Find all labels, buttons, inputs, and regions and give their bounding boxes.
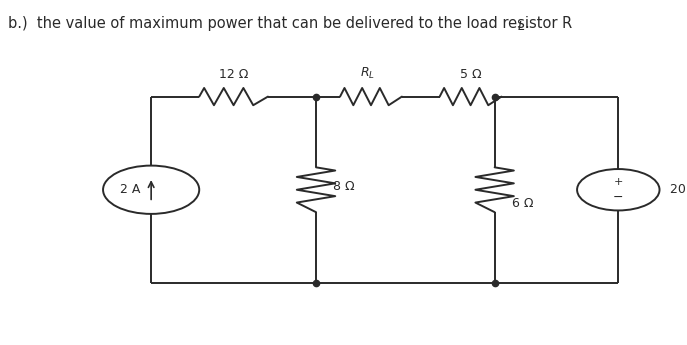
Text: 2 A: 2 A <box>120 183 141 196</box>
Text: −: − <box>613 191 624 204</box>
Text: 20 V: 20 V <box>670 183 687 196</box>
Text: 5 Ω: 5 Ω <box>460 68 482 81</box>
Text: $R_L$: $R_L$ <box>360 66 375 81</box>
Text: 12 Ω: 12 Ω <box>219 68 248 81</box>
Text: L: L <box>518 20 525 33</box>
Text: .: . <box>524 16 529 30</box>
Text: b.)  the value of maximum power that can be delivered to the load resistor R: b.) the value of maximum power that can … <box>8 16 572 30</box>
Text: 6 Ω: 6 Ω <box>512 197 533 210</box>
Text: 8 Ω: 8 Ω <box>333 180 354 193</box>
Text: +: + <box>613 177 623 187</box>
